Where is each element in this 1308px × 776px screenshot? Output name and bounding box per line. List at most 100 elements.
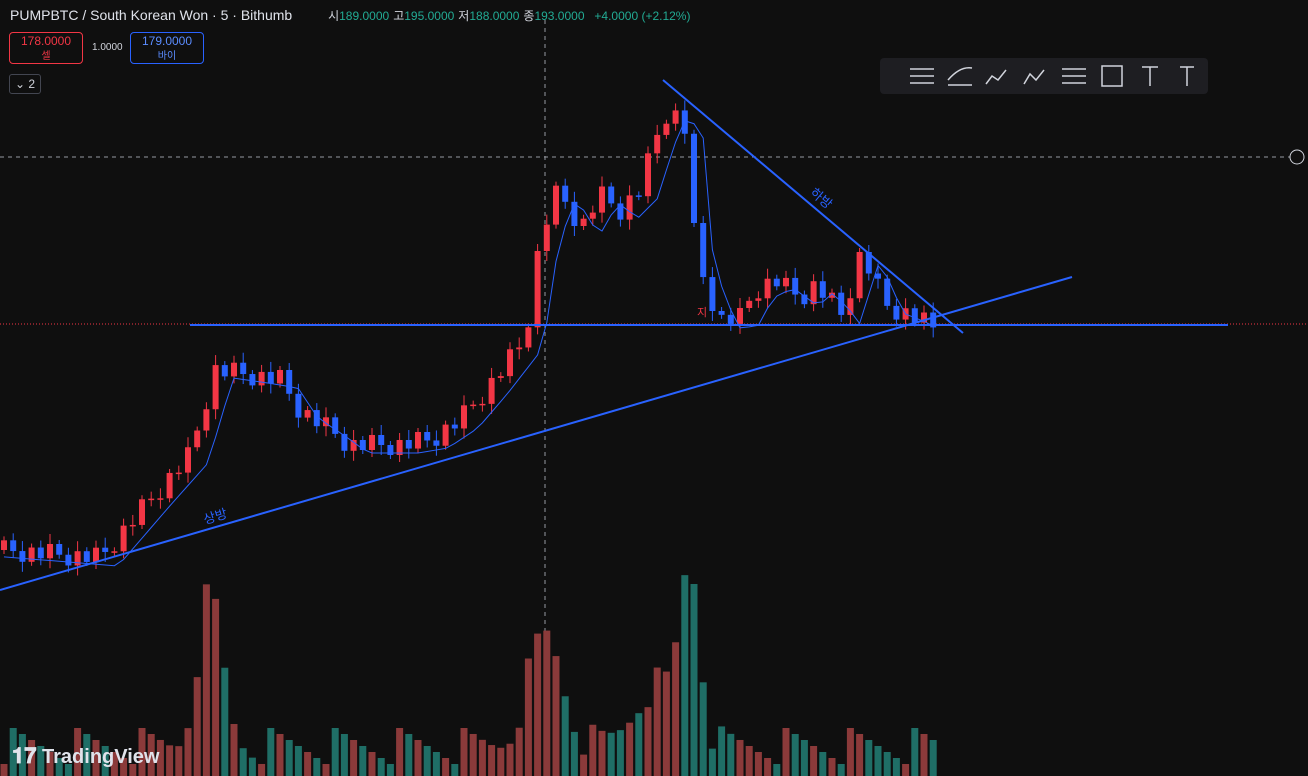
volume-bar: [230, 724, 238, 776]
candle: [672, 110, 679, 124]
candle: [571, 201, 578, 226]
buy-button[interactable]: 179.0000 바이: [130, 32, 204, 64]
volume-bar: [911, 728, 919, 776]
icon-channel[interactable]: [947, 67, 973, 86]
candle: [405, 440, 412, 449]
header: PUMPBTC / South Korean Won · 5 · Bithumb…: [10, 7, 690, 24]
candle: [37, 547, 44, 559]
candle: [451, 424, 458, 429]
volume-bar: [74, 728, 82, 776]
candle: [65, 554, 72, 566]
candle: [139, 499, 145, 525]
volume-bar: [377, 758, 385, 776]
ohlc-value: 195.0000: [404, 9, 455, 23]
candle: [911, 308, 918, 323]
candle: [875, 273, 881, 279]
candle: [488, 377, 495, 404]
volume-bar: [764, 757, 772, 776]
icon-abc[interactable]: [1023, 69, 1045, 85]
candle: [19, 551, 26, 562]
candle: [157, 498, 164, 500]
candle: [737, 308, 743, 324]
candle: [166, 472, 173, 499]
volume-bar: [322, 764, 330, 776]
candle: [212, 365, 219, 410]
ohlc-value: 189.0000: [339, 9, 390, 23]
candle: [120, 525, 127, 552]
volume-bar: [865, 740, 873, 776]
candle: [102, 547, 109, 552]
candle: [562, 185, 569, 202]
volume-bar: [570, 731, 578, 776]
candle: [838, 292, 845, 315]
volume-bar: [368, 752, 376, 776]
trendline-up: [0, 276, 1073, 591]
buy-price: 179.0000: [141, 34, 193, 48]
volume-bar: [202, 584, 210, 776]
volume-bar: [727, 733, 735, 776]
volume-bar: [304, 752, 312, 776]
candle: [461, 405, 467, 429]
icon-text[interactable]: [1142, 66, 1158, 86]
volume-bar: [754, 751, 762, 776]
candle: [516, 347, 523, 350]
candle: [893, 305, 900, 320]
candle: [470, 404, 477, 407]
icon-rect[interactable]: [1101, 65, 1123, 87]
candle: [847, 298, 854, 315]
volume-bar: [193, 677, 201, 776]
symbol[interactable]: PUMPBTC / South Korean Won · 5 · Bithumb: [10, 7, 293, 23]
candle: [28, 547, 35, 562]
candle: [313, 410, 320, 427]
candle: [93, 547, 99, 562]
candle: [543, 224, 550, 251]
volume-bar: [745, 745, 753, 776]
volume-bar: [414, 740, 422, 776]
volume-bar: [589, 724, 597, 776]
volume-bar: [221, 667, 229, 776]
ohlc: 시189.0000 고195.0000 저188.0000 종193.0000: [324, 9, 584, 23]
volume-bar: [607, 732, 615, 776]
volume-bar: [718, 726, 726, 776]
volume-bar: [212, 598, 220, 776]
volume-bar: [616, 730, 624, 776]
volume-bar: [672, 642, 680, 776]
icon-fib[interactable]: [1062, 68, 1086, 84]
volume-bar: [359, 746, 367, 776]
volume-bar: [156, 739, 164, 776]
candle: [221, 365, 228, 377]
volume-bar: [442, 758, 450, 776]
candle: [691, 133, 697, 223]
volume-bar: [534, 633, 542, 776]
volume-bar: [681, 575, 689, 776]
volume-bar: [285, 740, 293, 776]
volume-bar: [331, 728, 339, 776]
candle: [258, 371, 265, 386]
sell-button[interactable]: 178.0000 셀: [9, 32, 83, 64]
volume-bar: [451, 763, 459, 776]
candle: [185, 447, 191, 473]
candle: [525, 327, 532, 348]
volume-bar: [524, 658, 532, 776]
indicators-toggle[interactable]: ⌄ 2: [9, 74, 41, 94]
volume-bar: [653, 667, 661, 776]
candle: [599, 186, 605, 213]
volume-bar: [626, 722, 634, 776]
volume-bar: [313, 758, 321, 776]
candle: [424, 432, 431, 441]
volume-bar: [46, 752, 54, 776]
volume-bar: [184, 728, 192, 776]
volume-bar: [166, 745, 174, 776]
volume-bar: [819, 752, 827, 776]
candle: [240, 362, 247, 375]
volume-bar: [350, 740, 358, 776]
icon-lines[interactable]: [910, 68, 934, 84]
icon-pattern[interactable]: [985, 69, 1007, 85]
candle: [645, 153, 651, 197]
candle: [580, 218, 587, 226]
candle: [930, 312, 937, 328]
icon-anchored-text[interactable]: [1180, 66, 1194, 86]
volume-bar: [405, 734, 413, 776]
volume-bar: [294, 746, 302, 776]
